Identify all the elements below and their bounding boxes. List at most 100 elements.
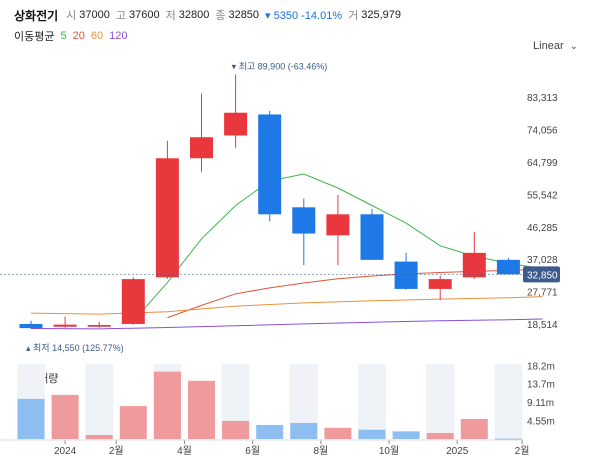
volume-band [426,364,455,440]
candle [53,316,77,328]
volume-bar [392,431,420,439]
candle [224,74,248,148]
candle [258,110,282,222]
current-price-tag-bg [523,266,560,283]
x-tick-label: 4월 [177,445,192,457]
ma-legend-60: 60 [90,30,104,42]
moving-average-legend[interactable]: 이동평균 5 20 60 120 [14,28,133,44]
x-tick-label: 2월 [109,445,124,457]
x-tick-label: 6월 [245,445,260,457]
low-label: 저 [165,10,176,22]
volume-value: 325,979 [361,9,402,21]
high-value: 37600 [129,9,160,21]
candle [190,93,213,173]
volume-bar [17,398,45,439]
high-label: 고 [115,10,127,22]
volume-bar [256,424,284,439]
current-price-tag: 32,850 [523,266,560,283]
ma-legend-title: 이동평균 [14,31,55,43]
ma-legend-20: 20 [72,30,85,42]
volume-bar [324,427,352,439]
volume-bar [426,432,454,439]
y-tick-label: 83,313 [527,93,558,104]
y-tick-label: 46,285 [527,223,558,234]
ma-legend-120: 120 [109,30,128,42]
low-annotation: ▴ 최저 14,550 (125.77%) [26,343,124,353]
candle-body [224,112,248,136]
close-value: 32850 [228,9,260,21]
candle-body [190,137,213,159]
candle-body [155,158,179,278]
volume-bar [188,380,215,439]
volume-tick-label: 13.7m [527,380,555,391]
candle [428,275,452,301]
volume-tick-label: 4.55m [527,416,555,427]
candle-body [462,252,486,278]
x-tick-label: 10월 [379,445,399,457]
volume-bar [358,429,386,439]
ma-line-60 [30,296,543,315]
candle-body [360,214,384,260]
x-tick-label: 2024 [54,446,77,457]
y-tick-label: 27,771 [527,288,558,299]
y-tick-label: 18,514 [527,320,558,331]
candle [326,195,350,266]
candle [496,257,520,275]
volume-bar [153,371,181,439]
x-tick-label: 8월 [313,445,328,457]
volume-tick-label: 9.11m [527,398,554,409]
volume-bar [222,420,250,439]
stock-name: 상화전기 [14,8,59,23]
candle [87,321,111,328]
close-label: 종 [215,10,226,22]
volume-bar [119,406,147,439]
candle [394,252,418,290]
y-tick-label: 64,799 [527,158,558,169]
x-tick-label: 2월 [515,445,530,457]
volume-label: 거 [348,10,359,22]
x-tick-label: 2025 [446,446,469,457]
open-label: 시 [66,10,77,22]
current-price-label: 32,850 [527,270,558,281]
candle [360,209,384,260]
candle-body [496,259,520,275]
scale-dropdown-button[interactable]: Linear ⌄ [533,40,578,52]
candle [121,277,145,325]
candle [19,320,43,329]
volume-bar [290,422,318,439]
candle [155,140,179,279]
volume-band [358,364,386,440]
low-value: 32800 [178,9,210,21]
candle [292,198,316,266]
ma-legend-5: 5 [60,30,67,42]
candle-body [258,114,282,215]
y-tick-label: 37,028 [527,255,558,266]
change-text: ▾ 5350 -14.01% [265,9,343,22]
y-tick-label: 74,056 [527,126,558,137]
candle-body [326,214,350,236]
ma-line-120 [30,318,543,330]
candle-body [53,324,77,327]
candle-body [292,207,316,234]
high-annotation: ▾ 최고 89,900 (-63.46%) [232,62,328,72]
candle-body [87,324,111,327]
y-tick-label: 55,542 [527,190,558,201]
volume-bar [85,434,113,439]
candle-body [428,279,452,289]
open-value: 37000 [79,9,110,21]
chevron-down-icon: ⌄ [569,40,578,52]
volume-bar [494,438,522,440]
candle-body [394,261,418,289]
volume-bar [51,394,79,439]
ma-line-20 [167,268,543,319]
scale-label: Linear [533,40,564,52]
candle [462,231,486,280]
volume-bar [460,418,488,439]
volume-band [85,364,114,440]
candle-body [19,323,43,329]
candle-body [121,279,145,324]
volume-band [494,364,523,440]
stock-header: 상화전기 시 37000 고 37600 저 32800 종 32850 ▾ 5… [14,6,407,24]
volume-tick-label: 18.2m [527,362,555,373]
